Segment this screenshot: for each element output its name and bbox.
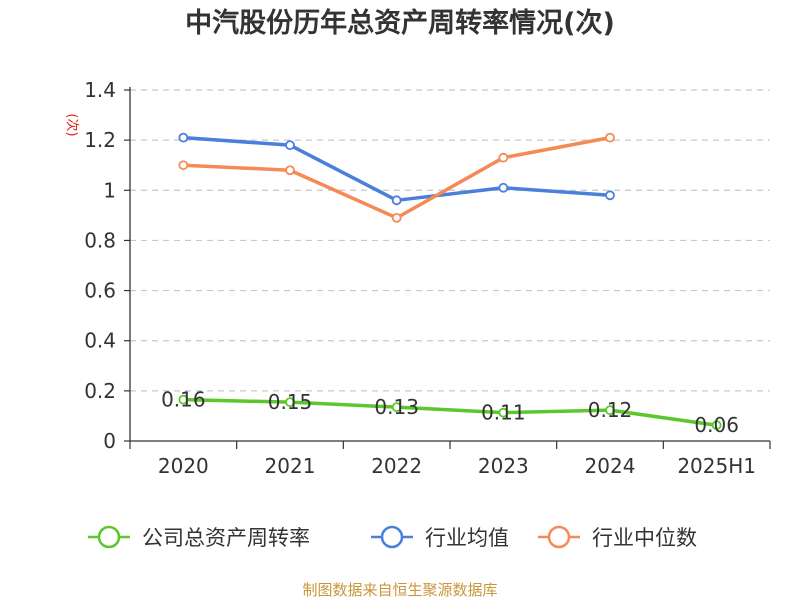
legend-item[interactable]: 行业中位数 xyxy=(538,525,697,550)
y-tick-label: 0.8 xyxy=(84,228,116,252)
legend-marker-icon xyxy=(547,525,571,549)
y-tick-label: 1 xyxy=(103,178,116,202)
legend-item[interactable]: 公司总资产周转率 xyxy=(88,525,310,550)
data-point[interactable] xyxy=(178,160,189,171)
legend-label: 行业均值 xyxy=(425,526,509,550)
data-label: 0.13 xyxy=(374,395,419,419)
data-point[interactable] xyxy=(498,407,509,418)
data-point[interactable] xyxy=(498,182,509,193)
y-tick-label: 0.2 xyxy=(84,379,116,403)
x-tick-label: 2022 xyxy=(371,454,422,478)
series-layer: 0.16 0.15 0.13 0.11 0.12 0.06 xyxy=(161,132,739,438)
legend-item[interactable]: 行业均值 xyxy=(371,525,509,550)
data-point[interactable] xyxy=(391,402,402,413)
series-0: 0.16 0.15 0.13 0.11 0.12 0.06 xyxy=(161,388,739,438)
legend[interactable]: 公司总资产周转率 行业均值 行业中位数 xyxy=(88,525,697,550)
chart-title: 中汽股份历年总资产周转率情况(次) xyxy=(185,7,615,39)
legend-marker-icon xyxy=(380,525,404,549)
data-label: 0.12 xyxy=(588,398,633,422)
legend-label: 公司总资产周转率 xyxy=(142,526,310,550)
series-line xyxy=(181,397,719,427)
axes: 0 0.2 0.4 0.6 0.8 1 1.2 1.4 2020 2021 2022 2023 2024… xyxy=(84,78,771,478)
data-point[interactable] xyxy=(285,165,295,176)
x-tick-label: 2024 xyxy=(585,454,636,478)
y-tick-label: 1.4 xyxy=(84,78,116,102)
grid-lines xyxy=(130,89,770,392)
series-1 xyxy=(178,132,615,206)
y-tick-label: 1.2 xyxy=(84,128,116,152)
series-line xyxy=(181,135,612,220)
data-point[interactable] xyxy=(391,212,402,223)
x-tick-label: 2023 xyxy=(478,454,529,478)
x-tick-label: 2020 xyxy=(158,454,209,478)
data-point[interactable] xyxy=(178,132,189,143)
data-point[interactable] xyxy=(285,397,295,408)
y-tick-label: 0.4 xyxy=(84,329,116,353)
data-point[interactable] xyxy=(605,190,615,201)
data-label: 0.15 xyxy=(268,390,313,414)
legend-label: 行业中位数 xyxy=(592,526,697,550)
x-tick-label: 2025H1 xyxy=(677,454,756,478)
data-label: 0.16 xyxy=(161,388,206,412)
data-point[interactable] xyxy=(498,152,509,163)
series-2 xyxy=(178,132,615,223)
data-label: 0.06 xyxy=(694,413,739,437)
data-point[interactable] xyxy=(285,140,295,151)
x-tick-label: 2021 xyxy=(265,454,316,478)
y-tick-label: 0.6 xyxy=(84,279,116,303)
y-tick-label: 0 xyxy=(103,429,116,453)
source-note: 制图数据来自恒生聚源数据库 xyxy=(302,581,497,599)
data-point[interactable] xyxy=(711,420,722,431)
data-point[interactable] xyxy=(605,405,615,416)
data-label: 0.11 xyxy=(481,401,526,425)
data-point[interactable] xyxy=(605,132,615,143)
legend-marker-icon xyxy=(97,525,121,549)
y-axis-unit-label: (次) xyxy=(64,113,80,136)
data-point[interactable] xyxy=(391,195,402,206)
data-point[interactable] xyxy=(178,394,189,405)
